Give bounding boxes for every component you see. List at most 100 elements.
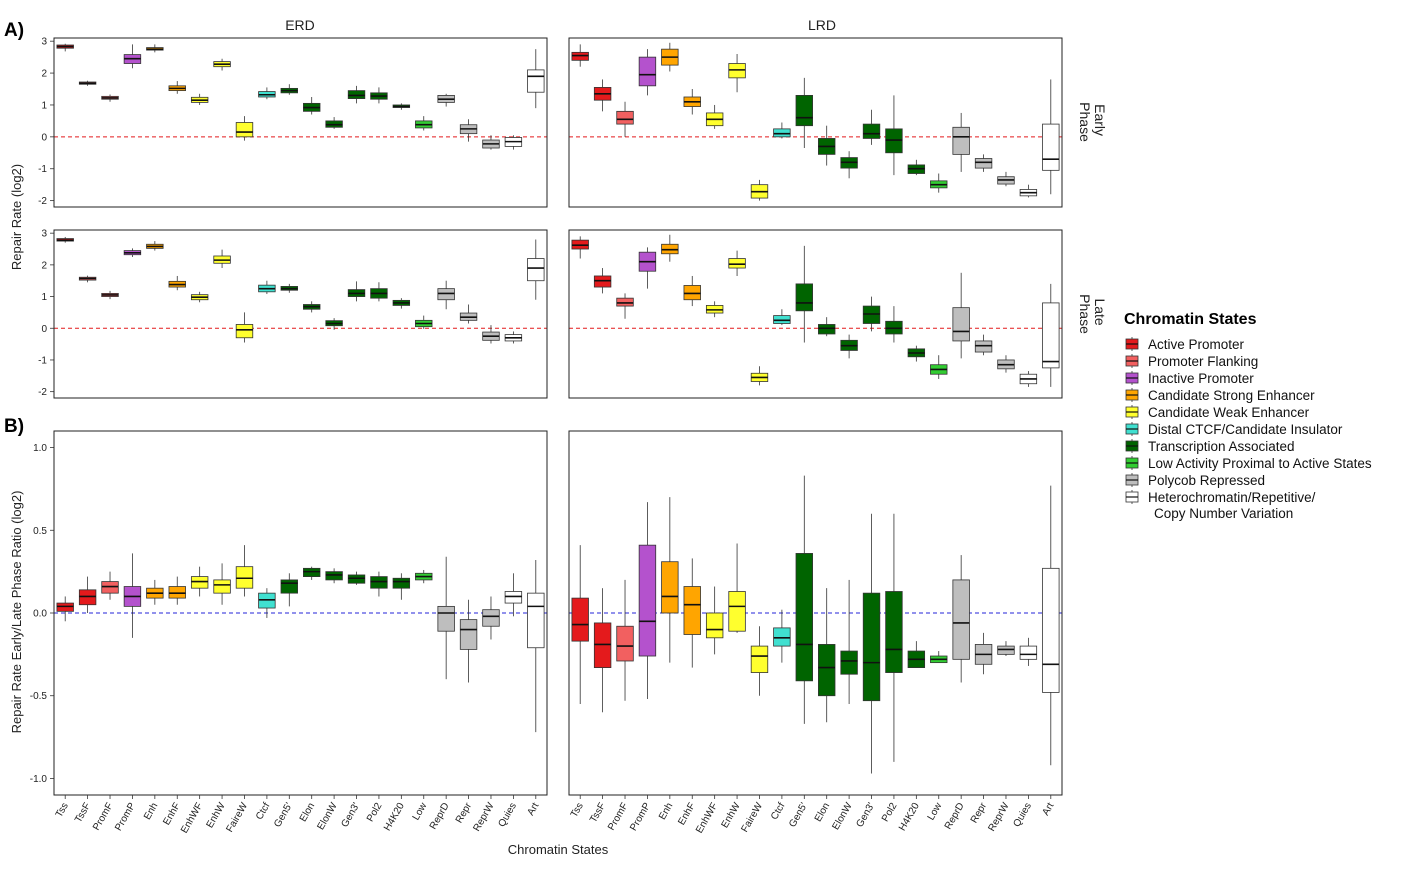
box-tss — [571, 44, 589, 67]
box-body — [952, 307, 970, 342]
box-enhwf — [705, 301, 724, 318]
box-art — [1042, 485, 1060, 766]
box-body — [303, 567, 321, 577]
box-enhf — [683, 558, 701, 668]
legend-item-distal-ctcf-candidate-insulator: Distal CTCF/Candidate Insulator — [1125, 422, 1343, 437]
legend-label: Heterochromatin/Repetitive/ — [1148, 490, 1316, 505]
box-body — [1042, 302, 1060, 369]
box-body — [638, 544, 657, 657]
box-tss — [56, 236, 74, 243]
y-axis-title-b: Repair Rate Early/Late Phase Ratio (log2… — [9, 491, 24, 734]
box-promp — [638, 502, 657, 700]
box-quies — [504, 135, 523, 150]
y-tick-label: -2 — [38, 196, 47, 207]
box-pol2 — [370, 282, 388, 302]
box-quies — [504, 331, 523, 344]
x-tick-label: FaireW — [739, 801, 765, 835]
y-tick-label: 1.0 — [33, 443, 47, 454]
box-reprd — [952, 112, 970, 172]
box-reprw — [997, 171, 1015, 187]
x-tick-label: Gen3' — [854, 801, 877, 829]
x-tick-label: Pol2 — [880, 801, 900, 824]
box-fairew — [750, 366, 769, 386]
box-ctcf — [773, 309, 791, 326]
box-body — [974, 158, 993, 169]
box-tssf — [78, 275, 97, 283]
box-quies — [1019, 637, 1038, 666]
box-body — [280, 579, 298, 594]
box-body — [347, 574, 366, 584]
box-promp — [638, 247, 657, 289]
box-quies — [1019, 371, 1038, 387]
box-quies — [1019, 184, 1038, 198]
box-h4k20 — [392, 103, 411, 110]
box-enhw — [213, 563, 231, 605]
x-tick-label: Pol2 — [365, 801, 385, 824]
box-body — [952, 126, 970, 155]
box-low — [930, 651, 948, 664]
box-low — [415, 315, 433, 329]
box-body — [1042, 123, 1060, 171]
x-tick-label: Repr — [454, 800, 475, 825]
box-reprd — [437, 280, 455, 310]
box-body — [840, 650, 858, 675]
x-tick-label: Gen5' — [787, 801, 810, 829]
x-tick-label: EnhW — [720, 801, 743, 831]
x-tick-label: EnhF — [676, 801, 697, 827]
x-tick-label: ElonW — [315, 801, 340, 832]
box-body — [885, 591, 903, 673]
box-body — [818, 644, 836, 697]
y-tick-label: 0.5 — [33, 526, 47, 537]
box-elonw — [840, 151, 858, 179]
y-tick-label: -2 — [38, 387, 47, 398]
y-tick-label: 2 — [41, 69, 47, 80]
box-gen5 — [280, 283, 298, 293]
box-art — [527, 560, 545, 733]
box-promf — [101, 571, 119, 600]
panel-A-2: -2 -1 0 1 2 3 — [38, 229, 548, 399]
box-body — [213, 579, 231, 594]
y-tick-label: -1 — [38, 164, 47, 175]
box-gen5 — [280, 84, 298, 95]
box-gen5 — [795, 77, 813, 149]
box-art — [1042, 79, 1060, 195]
box-body — [1042, 567, 1060, 693]
box-promp — [123, 44, 142, 69]
panel-B-1 — [568, 430, 1063, 796]
box-enhf — [168, 275, 186, 291]
x-tick-label: Ctcf — [769, 801, 788, 822]
box-body — [795, 94, 813, 127]
legend-item-candidate-weak-enhancer: Candidate Weak Enhancer — [1125, 405, 1310, 420]
y-tick-label: 0.0 — [33, 609, 47, 620]
panel-label-b: B) — [4, 416, 24, 437]
box-body — [527, 69, 545, 93]
box-tss — [571, 545, 589, 704]
box-body — [437, 605, 455, 632]
box-body — [593, 622, 612, 668]
box-reprw — [997, 355, 1015, 373]
x-tick-label: EnhW — [205, 801, 228, 831]
box-body — [952, 579, 970, 660]
legend-label: Polycob Repressed — [1148, 473, 1265, 488]
box-body — [101, 581, 119, 594]
box-body — [325, 571, 343, 581]
box-body — [862, 123, 881, 139]
box-repr — [459, 119, 478, 142]
x-tick-label: Enh — [657, 801, 675, 822]
box-gen5 — [795, 245, 813, 343]
x-tick-label: EnhF — [161, 801, 182, 827]
box-body — [616, 110, 634, 125]
box-body — [504, 591, 523, 604]
y-tick-label: 3 — [41, 37, 47, 48]
box-gen3 — [862, 296, 881, 332]
box-enhwf — [705, 586, 724, 655]
box-body — [997, 645, 1015, 655]
y-tick-label: 2 — [41, 260, 47, 271]
row-label-early-1: Early — [1092, 104, 1108, 136]
box-elonw — [840, 334, 858, 359]
box-body — [862, 592, 881, 702]
x-tick-label: Ctcf — [254, 801, 273, 822]
box-enhwf — [190, 566, 209, 597]
